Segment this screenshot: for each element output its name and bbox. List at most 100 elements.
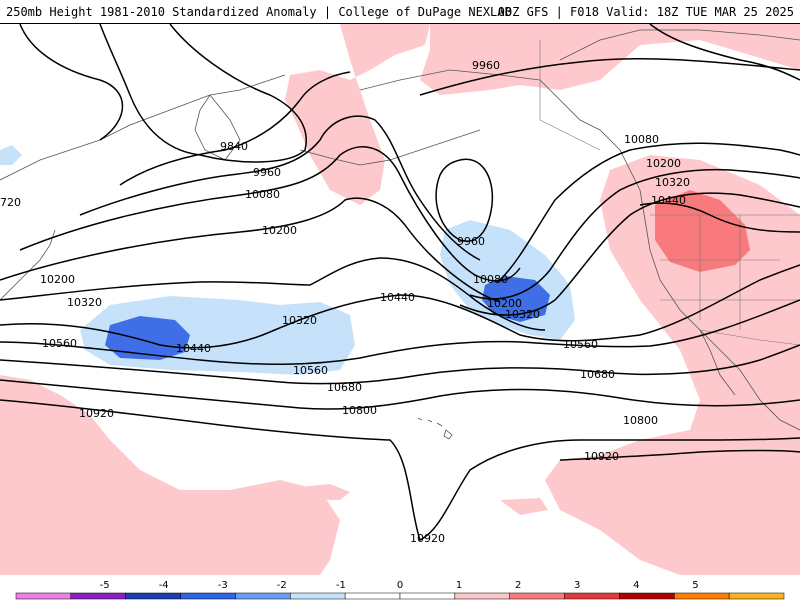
- contour-label-10200-low: 10200: [487, 297, 522, 310]
- colorbar-swatch: [509, 592, 565, 600]
- contour-label-10320-mid: 10320: [282, 314, 317, 327]
- height-contours: [0, 24, 800, 542]
- colorbar-swatch: [619, 592, 675, 600]
- coast-canada-arctic: [559, 29, 800, 61]
- contour-label-10320-far-west: 10320: [67, 296, 102, 309]
- colorbar-tick-label: 1: [456, 580, 462, 591]
- colorbar-tick-label: -1: [336, 580, 346, 591]
- colorbar-tick-label: -5: [100, 580, 110, 591]
- colorbar-swatch: [728, 592, 785, 600]
- island-4: [443, 429, 453, 440]
- colorbar-tick-label: 2: [515, 580, 521, 591]
- island-1: [417, 417, 423, 421]
- title-bar: 250mb Height 1981-2010 Standardized Anom…: [0, 0, 800, 24]
- colorbar-tick-label: 5: [692, 580, 698, 591]
- island-3: [436, 422, 443, 427]
- contour-label-10200-coast: 10200: [646, 157, 681, 170]
- contour-10440-west: [0, 264, 800, 349]
- pos-anom-core: [655, 190, 750, 272]
- contour-9960-north: [419, 57, 800, 96]
- contour-10200-low: [469, 168, 800, 300]
- contour-label-9840: 9840: [220, 140, 248, 153]
- contour-10560-far-west: [0, 299, 800, 366]
- pos-anom-southwest: [0, 375, 340, 575]
- colorbar-swatch: [399, 592, 456, 600]
- contour-9960-west: [79, 115, 481, 261]
- contour-label-10320-coast: 10320: [655, 176, 690, 189]
- hawaii-islands: [417, 417, 453, 440]
- contour-label-10200-far-west: 10200: [40, 273, 75, 286]
- colorbar-swatch: [235, 592, 291, 600]
- border-us-mexico: [699, 329, 800, 346]
- contour-label-9960-north: 9960: [472, 59, 500, 72]
- anomaly-map: 9960 9840 9960 10080 10200 720 10200 103…: [0, 24, 800, 575]
- colorbar-swatch: [344, 592, 401, 600]
- coast-asia: [0, 74, 286, 181]
- contour-label-10680-east: 10680: [580, 368, 615, 381]
- colorbar-tick-labels: -5 -4 -3 -2 -1 0 1 2 3 4 5: [100, 580, 699, 591]
- colorbar-tick-label: -2: [277, 580, 287, 591]
- contour-label-10680-mid: 10680: [327, 381, 362, 394]
- colorbar-tick-label: 3: [574, 580, 580, 591]
- contour-10320-low: [459, 192, 800, 316]
- contour-label-10200-west: 10200: [262, 224, 297, 237]
- coast-alaska: [359, 69, 641, 191]
- colorbar-swatch: [70, 592, 126, 600]
- neg-anom-edge: [0, 145, 22, 165]
- colorbar-swatch: [15, 592, 72, 600]
- contour-10080-west: [19, 146, 521, 282]
- contour-10080-low: [499, 142, 800, 281]
- contour-label-10920-south: 10920: [410, 532, 445, 545]
- valid-time: 00Z GFS | F018 Valid: 18Z TUE MAR 25 202…: [497, 5, 794, 19]
- pos-anom-south-east: [500, 498, 548, 515]
- contour-label-9960-west: 9960: [253, 166, 281, 179]
- coast-japan: [0, 229, 56, 301]
- pos-anom-alaska: [285, 24, 430, 205]
- colorbar-tick-label: -4: [159, 580, 169, 591]
- colorbar-tick-label: -3: [218, 580, 228, 591]
- colorbar-tick-label: 4: [633, 580, 639, 591]
- contour-label-10320-low: 10320: [505, 308, 540, 321]
- contour-label-10560-far-west: 10560: [42, 337, 77, 350]
- colorbar-swatch: [674, 592, 730, 600]
- coast-baja: [699, 329, 736, 396]
- colorbar-tick-label: 0: [397, 580, 403, 591]
- colorbar: -5 -4 -3 -2 -1 0 1 2 3 4 5: [0, 575, 800, 600]
- contour-label-10920-west: 10920: [79, 407, 114, 420]
- colorbar-swatch: [564, 592, 620, 600]
- contour-9840: [119, 71, 351, 186]
- colorbar-swatches: [15, 592, 785, 600]
- contour-label-10440-coast: 10440: [651, 194, 686, 207]
- contour-10440-coast: [639, 202, 800, 233]
- contour-arctic-high: [649, 24, 800, 81]
- contour-label-9960-low: 9960: [457, 235, 485, 248]
- contour-10320-far-west: [0, 257, 546, 331]
- colorbar-swatch: [125, 592, 181, 600]
- contour-label-10080-coast: 10080: [624, 133, 659, 146]
- colorbar-swatch: [454, 592, 510, 600]
- contour-label-10560-mid: 10560: [293, 364, 328, 377]
- contour-label-10080-low: 10080: [473, 273, 508, 286]
- island-2: [427, 419, 433, 423]
- pos-anom-south-center: [290, 484, 350, 500]
- contour-labels: 9960 9840 9960 10080 10200 720 10200 103…: [0, 59, 690, 545]
- colorbar-svg: -5 -4 -3 -2 -1 0 1 2 3 4 5: [15, 580, 785, 600]
- colorbar-swatch: [180, 592, 236, 600]
- contour-label-10560-east: 10560: [563, 338, 598, 351]
- contour-label-10080-west: 10080: [245, 188, 280, 201]
- contour-label-10800-mid: 10800: [342, 404, 377, 417]
- contour-label-720-edge: 720: [0, 196, 21, 209]
- contour-10920: [0, 399, 800, 542]
- contour-low-loop-nw: [99, 24, 307, 163]
- neg-anom-core-west: [105, 316, 190, 360]
- contour-label-10440-mid: 10440: [380, 291, 415, 304]
- contour-10920-east: [559, 449, 800, 461]
- coast-kamchatka: [194, 94, 241, 161]
- contour-10800-mid: [0, 379, 800, 410]
- negative-anomaly-shading: [0, 145, 575, 375]
- contour-label-10440-west: 10440: [176, 342, 211, 355]
- colorbar-swatch: [290, 592, 346, 600]
- contour-9960-ring: [435, 158, 494, 242]
- contour-10200-west: [0, 197, 501, 303]
